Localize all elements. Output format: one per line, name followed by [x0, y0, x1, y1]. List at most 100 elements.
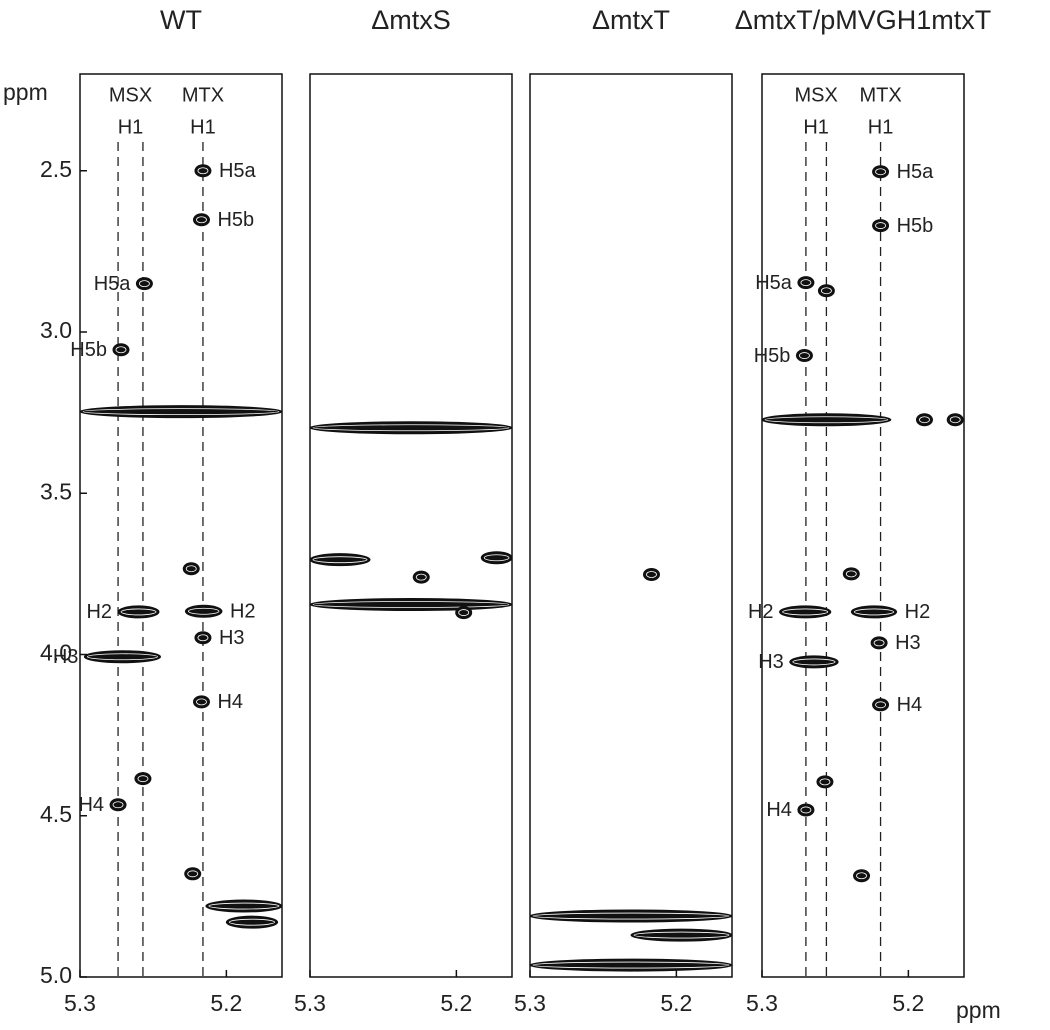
- guide-sublabel: H1: [118, 116, 144, 138]
- cross-peak: [192, 695, 210, 709]
- plot-frame: [309, 73, 513, 978]
- cross-peak: [112, 343, 130, 357]
- cross-peak: [205, 899, 283, 913]
- guide-sublabel: H1: [803, 116, 829, 138]
- cross-peak: [225, 915, 279, 929]
- x-tick-label: 5.3: [514, 990, 546, 1016]
- cross-peak: [117, 605, 160, 619]
- cross-peak: [412, 570, 430, 584]
- cross-peak: [870, 636, 888, 650]
- cross-peak: [789, 655, 839, 669]
- y-tick-label: 2.5: [40, 156, 72, 182]
- contour-ring: [228, 918, 276, 926]
- guide-sublabel: H1: [190, 116, 216, 138]
- cross-peak: [480, 551, 513, 565]
- contour-ring: [919, 416, 930, 424]
- peak-label: H4: [897, 694, 923, 716]
- contour-ring: [112, 801, 124, 809]
- cross-peak: [915, 413, 933, 427]
- contour-ring: [845, 570, 857, 578]
- contour-ring: [532, 912, 730, 920]
- cross-peak: [797, 803, 815, 817]
- contour-ring: [819, 778, 831, 786]
- peak-label: H4: [766, 799, 792, 821]
- contour-ring: [875, 168, 886, 176]
- contour-ring: [312, 424, 510, 432]
- y-tick-label: 5.0: [40, 962, 72, 988]
- cross-peak: [194, 631, 212, 645]
- contour-ring: [312, 601, 510, 608]
- x-tick-label: 5.3: [64, 990, 96, 1016]
- contour-ring: [821, 287, 832, 295]
- cross-peak: [817, 284, 835, 298]
- plot-frame: [529, 73, 733, 978]
- contour-ring: [800, 806, 812, 814]
- contour-ring: [873, 639, 885, 647]
- cross-peak: [872, 219, 890, 233]
- peak-label: H5a: [897, 161, 935, 183]
- contour-ring: [875, 701, 886, 709]
- contour-ring: [415, 573, 427, 581]
- cross-peak: [83, 650, 162, 664]
- guide-label: MSX: [109, 84, 152, 106]
- panel-title: WT: [160, 5, 202, 35]
- cross-peak: [779, 605, 832, 619]
- y-tick-label: 3.0: [40, 317, 72, 343]
- y-tick-label: 3.5: [40, 478, 72, 504]
- peak-label: H2: [748, 601, 774, 623]
- contour-ring: [633, 931, 730, 939]
- peak-label: H3: [758, 651, 784, 673]
- peak-label: H3: [53, 646, 79, 668]
- peak-label: H4: [217, 691, 243, 713]
- guide-sublabel: H1: [868, 116, 894, 138]
- x-tick-label: 5.2: [210, 990, 242, 1016]
- y-axis-label: ppm: [3, 79, 48, 105]
- cross-peak: [853, 869, 871, 883]
- contour-ring: [196, 698, 207, 706]
- cross-peak: [194, 164, 212, 178]
- contour-ring: [120, 608, 157, 616]
- x-tick-label: 5.3: [746, 990, 778, 1016]
- contour-ring: [187, 870, 199, 878]
- peak-label: H2: [905, 601, 931, 623]
- peak-label: H5a: [755, 272, 793, 294]
- contour-ring: [782, 608, 829, 616]
- cross-peak: [135, 277, 153, 291]
- peak-label: H5a: [94, 273, 132, 295]
- guide-label: MTX: [182, 84, 224, 106]
- cross-peak: [182, 562, 200, 576]
- contour-ring: [86, 653, 158, 661]
- cross-peak: [872, 165, 890, 179]
- peak-label: H4: [78, 794, 104, 816]
- peak-label: H3: [895, 632, 921, 654]
- contour-ring: [853, 608, 895, 616]
- guide-label: MTX: [859, 84, 901, 106]
- contour-ring: [137, 775, 149, 783]
- contour-ring: [187, 607, 220, 615]
- contour-ring: [799, 352, 810, 359]
- contour-ring: [856, 872, 867, 880]
- peak-label: H5b: [70, 339, 107, 361]
- cross-peak: [455, 606, 473, 620]
- cross-peak: [761, 413, 892, 427]
- contour-ring: [532, 961, 730, 969]
- y-tick-label: 4.5: [40, 801, 72, 827]
- cross-peak: [842, 567, 860, 581]
- y-tick-label: 4.0: [40, 640, 72, 666]
- plot-frame: [761, 73, 965, 978]
- contour-ring: [458, 609, 470, 616]
- contour-ring: [185, 565, 197, 573]
- cross-peak: [872, 698, 890, 712]
- panel-title: ΔmtxT/pMVGH1mtxT: [735, 5, 992, 35]
- cross-peak: [309, 553, 371, 567]
- cross-peak: [529, 909, 733, 923]
- x-tick-label: 5.2: [660, 990, 692, 1016]
- contour-ring: [197, 167, 209, 175]
- cross-peak: [134, 772, 152, 786]
- contour-ring: [949, 416, 961, 424]
- peak-label: H2: [230, 601, 256, 623]
- x-tick-label: 5.2: [440, 990, 472, 1016]
- panel-title: ΔmtxT: [592, 5, 670, 35]
- peak-label: H5a: [219, 160, 257, 182]
- x-axis-label: ppm: [956, 997, 1001, 1023]
